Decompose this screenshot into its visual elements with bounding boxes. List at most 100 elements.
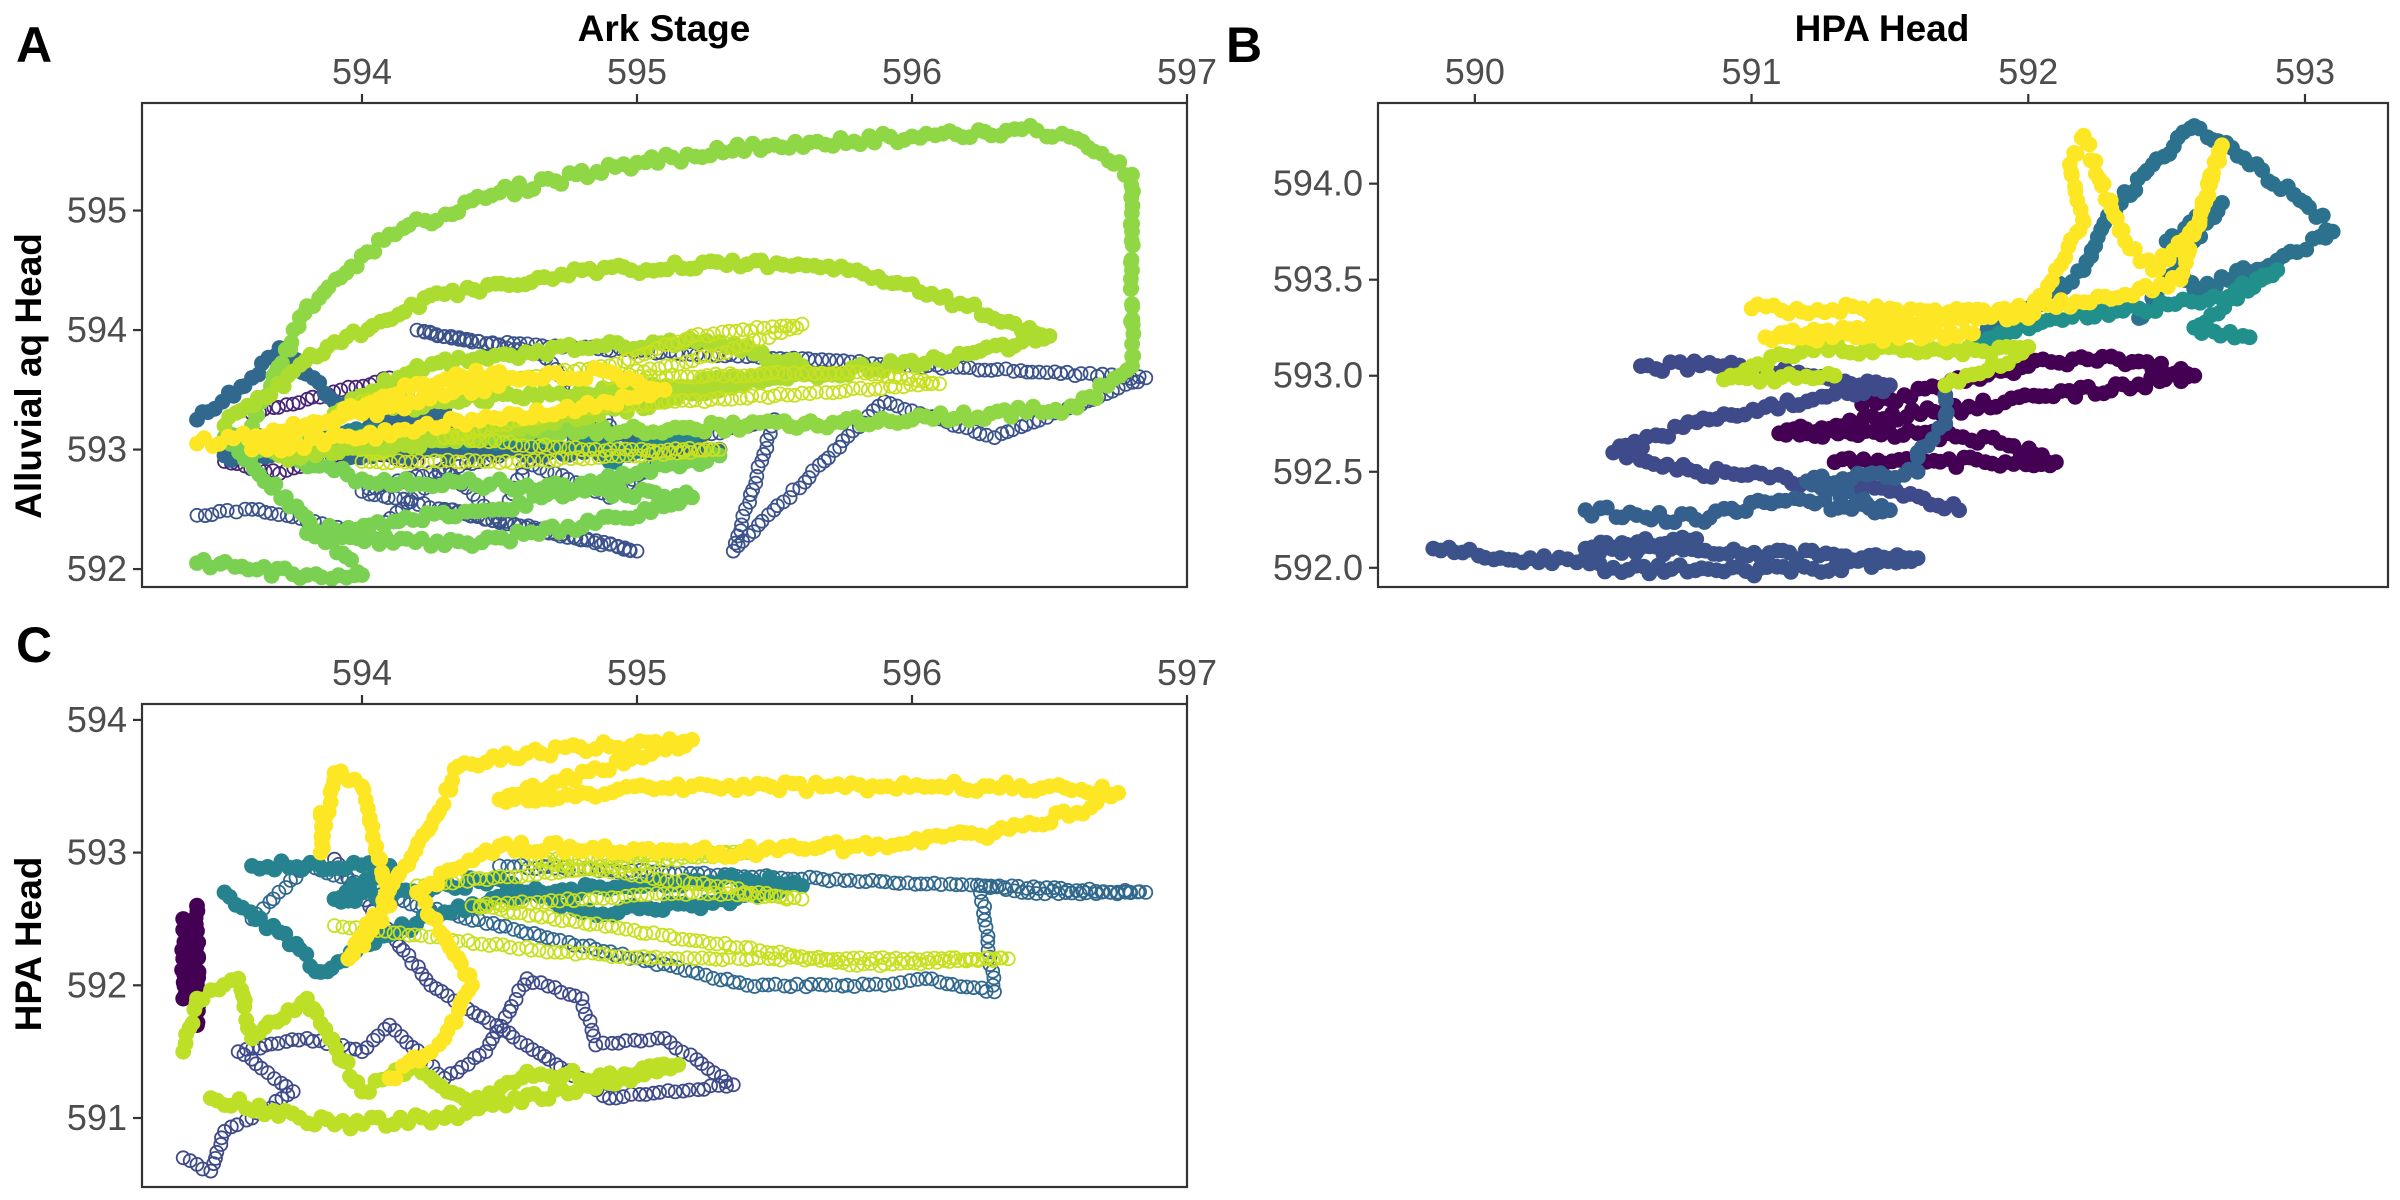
- data-point: [413, 928, 429, 943]
- data-point: [395, 942, 411, 958]
- data-point: [456, 332, 472, 348]
- data-point: [369, 454, 385, 470]
- data-point: [508, 869, 523, 885]
- data-point: [808, 384, 824, 400]
- data-point: [553, 175, 570, 192]
- data-point: [977, 362, 992, 378]
- data-point: [574, 891, 590, 907]
- data-point: [652, 1085, 667, 1100]
- data-point: [725, 1077, 741, 1093]
- data-point: [889, 398, 905, 414]
- data-point: [588, 441, 603, 457]
- data-point: [761, 330, 777, 346]
- data-point: [568, 946, 584, 962]
- data-point: [407, 927, 423, 943]
- data-point: [621, 351, 637, 367]
- data-point: [1965, 325, 1981, 342]
- data-point: [273, 490, 290, 507]
- data-point: [627, 448, 643, 464]
- data-point: [969, 877, 985, 893]
- data-point: [780, 947, 795, 962]
- data-point: [551, 865, 567, 880]
- data-point: [530, 895, 545, 910]
- data-point: [588, 1037, 604, 1053]
- data-point: [690, 442, 706, 458]
- data-point: [467, 453, 483, 469]
- data-point: [554, 913, 570, 929]
- data-point: [728, 323, 744, 339]
- data-point: [448, 454, 464, 470]
- data-point: [696, 1082, 712, 1097]
- data-point: [882, 396, 898, 411]
- data-point: [526, 452, 542, 468]
- data-point: [333, 382, 349, 398]
- data-point: [877, 977, 892, 993]
- data-point: [553, 984, 569, 1000]
- data-point: [628, 950, 643, 966]
- data-point: [428, 327, 444, 343]
- data-point: [591, 450, 607, 465]
- data-point: [521, 908, 537, 923]
- data-point: [730, 538, 746, 553]
- data-point: [1092, 377, 1108, 394]
- data-point: [860, 382, 876, 398]
- data-point: [487, 433, 503, 449]
- data-point: [1131, 369, 1147, 385]
- data-point: [681, 1082, 697, 1098]
- data-point: [954, 877, 970, 892]
- data-point: [675, 1083, 691, 1099]
- data-point: [491, 363, 508, 380]
- data-point: [595, 1035, 611, 1051]
- data-point: [987, 430, 1002, 446]
- panel-c-series-6: [312, 731, 1127, 1087]
- y-tick-label: 593: [67, 832, 127, 873]
- data-point: [849, 958, 865, 973]
- data-point: [767, 888, 783, 904]
- data-point: [354, 454, 370, 469]
- data-point: [801, 950, 817, 966]
- data-point: [910, 377, 926, 393]
- data-point: [972, 426, 988, 442]
- data-point: [752, 331, 767, 347]
- data-point: [1073, 366, 1089, 382]
- data-point: [684, 328, 700, 344]
- data-point: [197, 508, 213, 523]
- data-point: [687, 951, 702, 966]
- data-point: [595, 891, 611, 906]
- data-point: [248, 1056, 264, 1072]
- data-point: [656, 886, 671, 902]
- data-point: [549, 452, 565, 468]
- data-point: [390, 453, 406, 469]
- data-point: [817, 453, 832, 469]
- data-point: [921, 955, 936, 970]
- panel-b-series-6: [1716, 335, 2037, 394]
- data-point: [444, 430, 459, 446]
- data-point: [732, 338, 747, 354]
- data-point: [751, 517, 766, 533]
- data-point: [924, 971, 940, 987]
- data-point: [699, 368, 715, 383]
- data-point: [649, 886, 665, 901]
- data-point: [831, 951, 846, 967]
- data-point: [735, 508, 751, 524]
- data-point: [738, 501, 753, 517]
- data-point: [190, 949, 207, 966]
- data-point: [1075, 883, 1090, 899]
- data-point: [228, 504, 244, 520]
- data-point: [392, 925, 408, 941]
- data-point: [1117, 883, 1133, 898]
- data-point: [886, 875, 902, 891]
- data-point: [372, 851, 389, 868]
- data-point: [602, 1090, 617, 1106]
- y-tick-label: 592: [67, 964, 127, 1005]
- data-point: [948, 877, 964, 893]
- data-point: [508, 437, 523, 453]
- data-point: [577, 916, 593, 931]
- data-point: [587, 535, 603, 551]
- data-point: [567, 988, 583, 1004]
- data-point: [584, 1022, 600, 1038]
- data-point: [919, 376, 934, 392]
- data-point: [739, 977, 755, 993]
